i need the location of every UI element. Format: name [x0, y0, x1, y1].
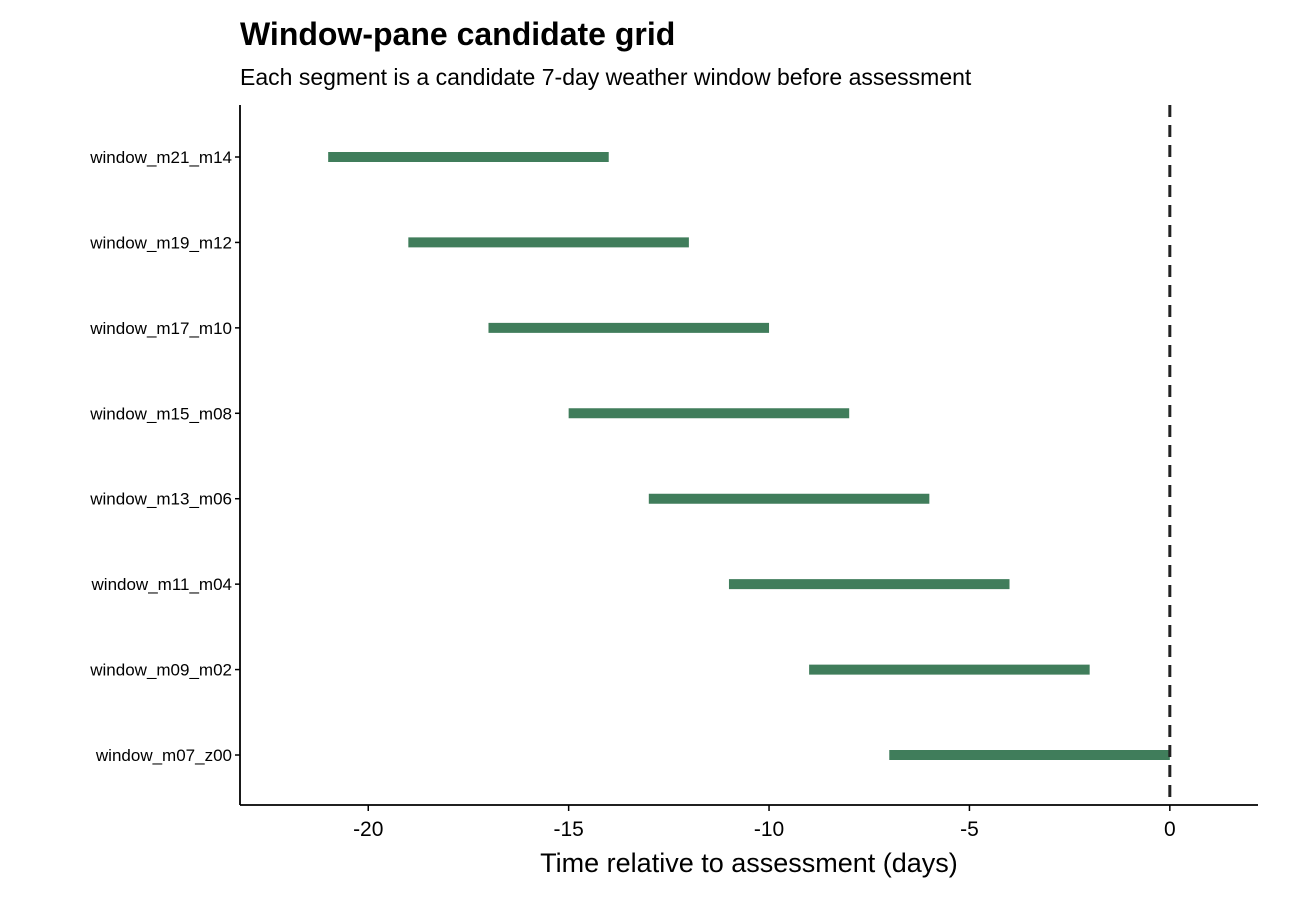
x-tick-label: -20: [353, 818, 383, 841]
y-tick-label: window_m07_z00: [95, 746, 232, 765]
chart-title: Window-pane candidate grid: [240, 16, 675, 52]
y-tick-label: window_m17_m10: [89, 319, 232, 338]
y-tick-label: window_m13_m06: [89, 490, 232, 509]
x-tick-label: -10: [754, 818, 784, 841]
y-axis-ticks: window_m21_m14 window_m19_m12 window_m17_m…: [89, 148, 240, 765]
x-tick-label: 0: [1164, 818, 1176, 841]
x-axis-ticks: -20 -15 -10 -5 0: [353, 805, 1176, 841]
plot-area: window_m21_m14 window_m19_m12 window_m17_m…: [89, 105, 1258, 841]
x-tick-label: -5: [960, 818, 979, 841]
y-tick-label: window_m09_m02: [89, 661, 232, 680]
x-axis-label: Time relative to assessment (days): [540, 848, 958, 878]
y-tick-label: window_m15_m08: [89, 404, 232, 423]
segments-layer: [328, 152, 1170, 761]
x-tick-label: -15: [553, 818, 583, 841]
chart-subtitle: Each segment is a candidate 7-day weathe…: [240, 64, 972, 90]
y-tick-label: window_m21_m14: [89, 148, 232, 167]
y-tick-label: window_m19_m12: [89, 233, 232, 252]
y-tick-label: window_m11_m04: [91, 575, 232, 594]
